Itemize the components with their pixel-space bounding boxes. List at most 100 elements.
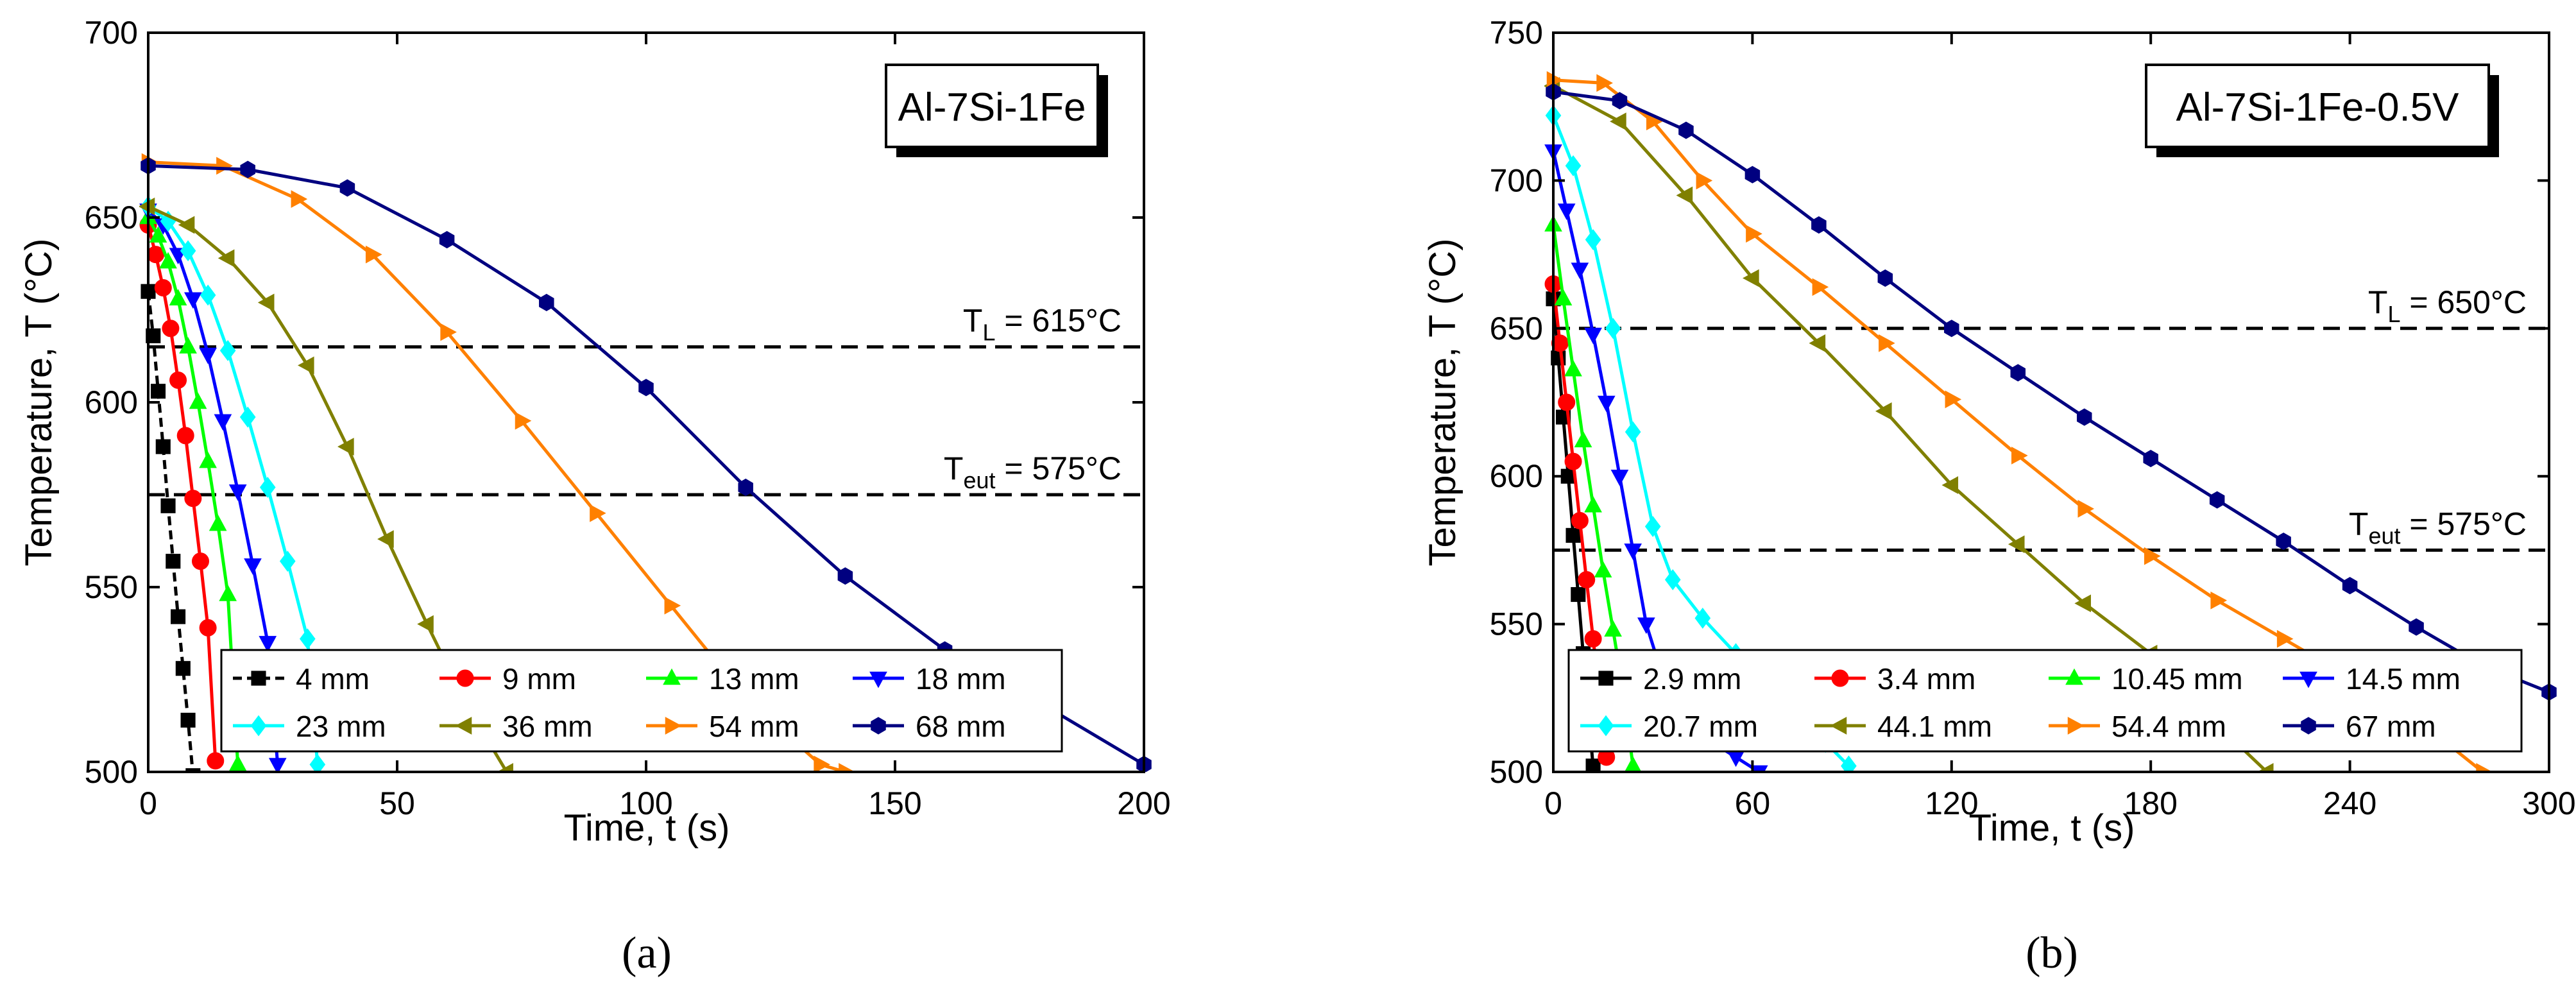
x-tick-label: 150 bbox=[868, 785, 921, 821]
legend-item-44-1-mm: 44.1 mm bbox=[1814, 710, 1992, 743]
data-point-13-mm-8 bbox=[219, 585, 237, 601]
data-point-54-mm-7 bbox=[664, 596, 681, 615]
legend-item-18-mm: 18 mm bbox=[853, 662, 1006, 696]
series-line-23-mm bbox=[147, 205, 320, 765]
data-point-3-4-mm-3 bbox=[1564, 452, 1582, 470]
legend-item-2-9-mm: 2.9 mm bbox=[1580, 662, 1741, 696]
legend-swatch-marker bbox=[871, 717, 886, 735]
legend-item-54-4-mm: 54.4 mm bbox=[2049, 710, 2226, 743]
data-point-54-4-mm-10 bbox=[2144, 547, 2161, 565]
legend-label: 54.4 mm bbox=[2111, 710, 2226, 743]
data-point-44-1-mm-2 bbox=[1676, 186, 1693, 205]
chart-title-a: Al-7Si-1Fe bbox=[898, 85, 1086, 130]
legend-swatch-marker bbox=[250, 715, 267, 737]
data-point-10-45-mm-3 bbox=[1574, 431, 1592, 448]
data-point-14-5-mm-7 bbox=[1637, 617, 1655, 634]
legend-swatch-marker bbox=[869, 671, 887, 688]
legend-label: 10.45 mm bbox=[2111, 662, 2243, 696]
reference-line-label-eut: Teut = 575°C bbox=[944, 450, 1122, 493]
data-point-14-5-mm-6 bbox=[1624, 543, 1642, 560]
data-point-13-mm-6 bbox=[199, 451, 217, 468]
data-point-36-mm-5 bbox=[337, 438, 354, 456]
data-point-68-mm-1 bbox=[240, 160, 255, 178]
data-point-54-4-mm-11 bbox=[2210, 591, 2228, 610]
data-point-20-7-mm-4 bbox=[1625, 421, 1641, 443]
x-tick-label: 0 bbox=[139, 785, 157, 821]
data-point-67-mm-7 bbox=[2010, 364, 2026, 382]
legend-label: 23 mm bbox=[296, 710, 386, 743]
legend-swatch-marker bbox=[1598, 715, 1614, 737]
data-point-20-7-mm-5 bbox=[1644, 516, 1661, 537]
data-point-18-mm-8 bbox=[259, 636, 277, 653]
legend-item-20-7-mm: 20.7 mm bbox=[1580, 710, 1758, 743]
data-point-23-mm-9 bbox=[309, 754, 326, 772]
data-point-67-mm-1 bbox=[1612, 92, 1628, 110]
data-point-23-mm-4 bbox=[219, 339, 236, 361]
data-point-54-4-mm-5 bbox=[1812, 278, 1829, 296]
data-point-13-mm-5 bbox=[189, 392, 207, 409]
panel-label-b: (b) bbox=[2026, 928, 2078, 978]
data-point-67-mm-6 bbox=[1944, 320, 1959, 338]
data-point-36-mm-1 bbox=[178, 216, 195, 234]
plot-area-a bbox=[139, 153, 1152, 772]
legend-swatch-marker bbox=[663, 668, 681, 685]
data-point-20-7-mm-3 bbox=[1605, 318, 1621, 339]
y-axis-label-a: Temperature, T (°C) bbox=[18, 239, 60, 567]
data-point-44-1-mm-7 bbox=[2008, 535, 2025, 554]
legend-label: 54 mm bbox=[709, 710, 799, 743]
data-point-20-7-mm-12 bbox=[1841, 755, 1857, 772]
plot-marks-a: TL = 615°C Teut = 575°C bbox=[139, 153, 1152, 772]
x-tick-label: 0 bbox=[1544, 785, 1562, 821]
data-point-18-mm-9 bbox=[268, 758, 287, 772]
data-point-67-mm-9 bbox=[2143, 449, 2158, 468]
x-tick-label: 300 bbox=[2522, 785, 2575, 821]
data-point-18-mm-3 bbox=[184, 292, 202, 309]
series-line-13-mm bbox=[146, 216, 240, 765]
data-point-23-mm-3 bbox=[200, 284, 216, 306]
data-point-3-4-mm-6 bbox=[1584, 630, 1602, 648]
legend-label: 14.5 mm bbox=[2346, 662, 2461, 696]
data-point-54-4-mm-6 bbox=[1879, 334, 1895, 352]
data-point-4-mm-5 bbox=[166, 554, 181, 569]
data-point-67-mm-12 bbox=[2342, 577, 2358, 595]
data-point-54-mm-3 bbox=[365, 245, 382, 264]
legend-item-67-mm: 67 mm bbox=[2283, 710, 2436, 743]
legend-box-a bbox=[220, 649, 1063, 753]
data-point-54-mm-2 bbox=[291, 190, 308, 209]
data-point-2-9-mm-4 bbox=[1565, 527, 1581, 543]
data-point-54-4-mm-8 bbox=[2011, 447, 2028, 465]
data-point-23-mm-7 bbox=[279, 551, 296, 572]
data-point-44-1-mm-4 bbox=[1809, 334, 1826, 352]
series-line-18-mm bbox=[147, 209, 280, 765]
data-point-9-mm-6 bbox=[184, 490, 202, 508]
data-point-13-mm-4 bbox=[179, 337, 197, 354]
data-point-54-4-mm-7 bbox=[1945, 390, 1962, 409]
data-point-10-45-mm-6 bbox=[1604, 620, 1622, 637]
legend-item-10-45-mm: 10.45 mm bbox=[2049, 662, 2243, 696]
legend-swatch-marker bbox=[2299, 671, 2317, 688]
legend-item-9-mm: 9 mm bbox=[439, 662, 576, 696]
chart-panel-b: TL = 650°C Teut = 575°C 0 60 120 180 240 300 50… bbox=[1422, 15, 2576, 978]
legend-item-4-mm: 4 mm bbox=[233, 662, 370, 696]
data-point-4-mm-6 bbox=[171, 609, 186, 624]
data-point-54-4-mm-3 bbox=[1696, 171, 1713, 190]
x-axis-label-a: Time, t (s) bbox=[564, 807, 730, 849]
data-point-68-mm-3 bbox=[439, 230, 455, 249]
legend-item-36-mm: 36 mm bbox=[439, 710, 593, 743]
data-point-9-mm-4 bbox=[169, 371, 187, 389]
data-point-9-mm-8 bbox=[199, 619, 217, 637]
chart-title-b: Al-7Si-1Fe-0.5V bbox=[2176, 85, 2459, 130]
legend-swatch-marker bbox=[665, 717, 682, 735]
series-line-4-mm bbox=[146, 291, 194, 772]
legend-swatch-marker bbox=[1830, 717, 1847, 735]
data-point-10-45-mm-2 bbox=[1564, 359, 1582, 377]
data-point-36-mm-6 bbox=[377, 530, 394, 548]
data-point-54-mm-4 bbox=[440, 323, 457, 341]
data-point-23-mm-6 bbox=[259, 477, 276, 498]
data-point-54-4-mm-15 bbox=[2476, 763, 2493, 772]
data-point-68-mm-6 bbox=[738, 478, 753, 497]
data-point-20-7-mm-6 bbox=[1664, 569, 1681, 590]
data-point-23-mm-8 bbox=[299, 628, 316, 650]
legend-swatch-marker bbox=[2301, 717, 2316, 735]
data-point-67-mm-11 bbox=[2276, 532, 2291, 551]
